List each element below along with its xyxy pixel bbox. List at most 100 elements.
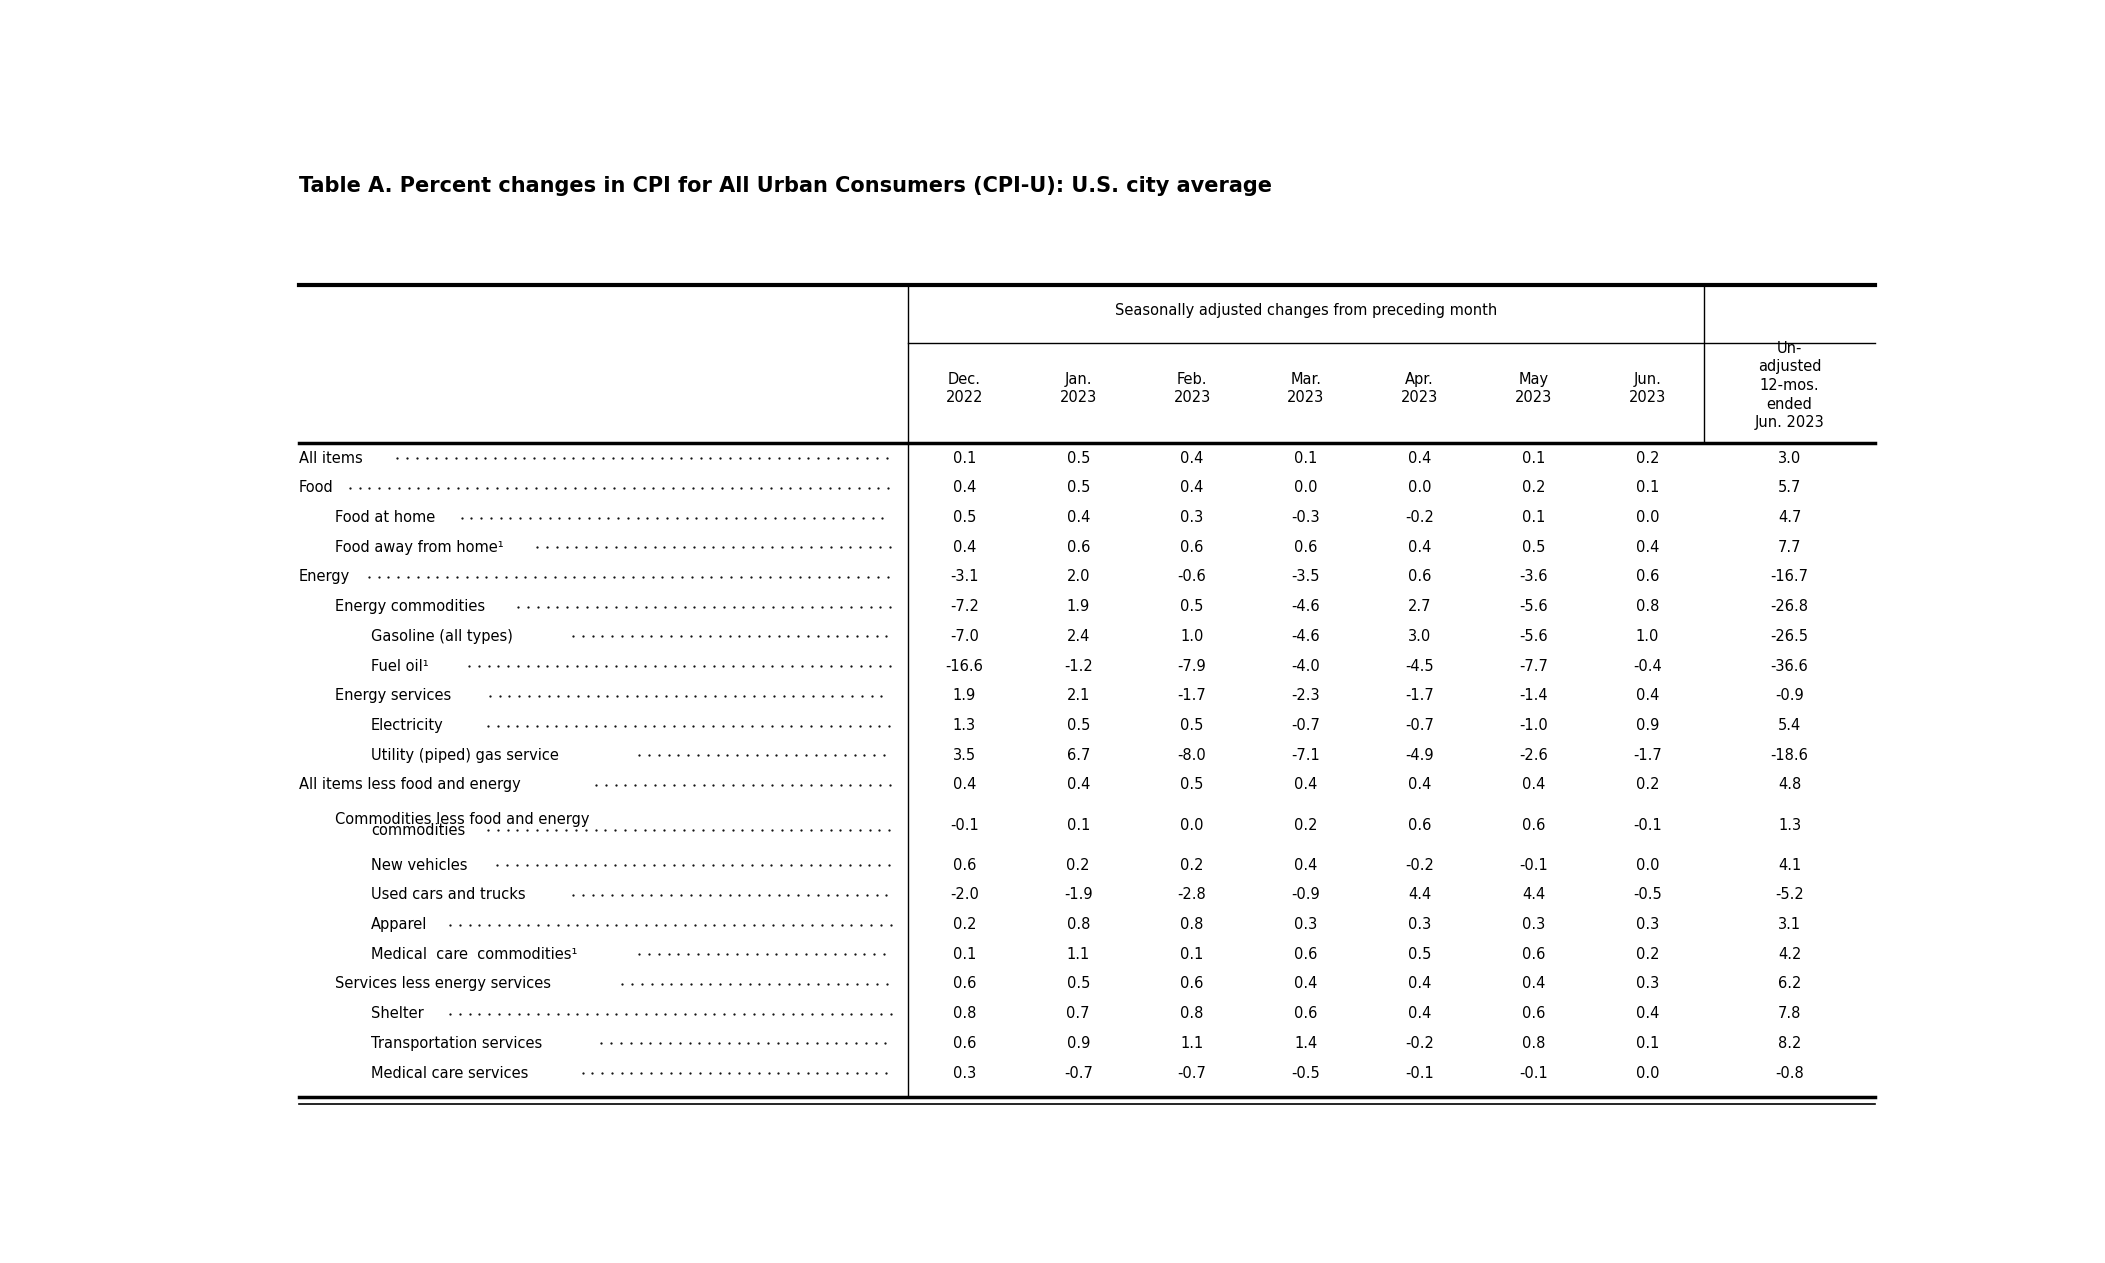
Text: 0.1: 0.1 <box>1636 1036 1659 1051</box>
Text: 0.9: 0.9 <box>1067 1036 1090 1051</box>
Text: 0.4: 0.4 <box>1636 688 1659 703</box>
Text: -2.8: -2.8 <box>1177 888 1206 902</box>
Text: All items: All items <box>299 451 362 466</box>
Text: Apr.
2023: Apr. 2023 <box>1402 371 1438 405</box>
Text: -0.4: -0.4 <box>1633 658 1661 673</box>
Text: 0.8: 0.8 <box>1067 917 1090 932</box>
Text: 4.4: 4.4 <box>1408 888 1431 902</box>
Text: Table A. Percent changes in CPI for All Urban Consumers (CPI-U): U.S. city avera: Table A. Percent changes in CPI for All … <box>299 176 1271 196</box>
Text: 0.9: 0.9 <box>1636 719 1659 733</box>
Text: 0.5: 0.5 <box>1181 599 1204 614</box>
Text: -0.2: -0.2 <box>1406 858 1434 873</box>
Text: -7.1: -7.1 <box>1292 748 1320 763</box>
Text: 0.6: 0.6 <box>954 1036 977 1051</box>
Text: 4.1: 4.1 <box>1779 858 1802 873</box>
Text: -0.3: -0.3 <box>1292 510 1320 525</box>
Text: All items less food and energy: All items less food and energy <box>299 778 520 792</box>
Text: -7.2: -7.2 <box>949 599 979 614</box>
Text: 0.6: 0.6 <box>1067 539 1090 554</box>
Text: 0.2: 0.2 <box>1636 947 1659 961</box>
Text: Jan.
2023: Jan. 2023 <box>1059 371 1097 405</box>
Text: -3.6: -3.6 <box>1520 570 1547 585</box>
Text: -1.0: -1.0 <box>1520 719 1547 733</box>
Text: 0.6: 0.6 <box>1522 947 1545 961</box>
Text: 0.8: 0.8 <box>1636 599 1659 614</box>
Text: 5.7: 5.7 <box>1779 480 1802 495</box>
Text: 0.5: 0.5 <box>1181 719 1204 733</box>
Text: -3.5: -3.5 <box>1292 570 1320 585</box>
Text: Medical care services: Medical care services <box>370 1066 528 1081</box>
Text: 1.9: 1.9 <box>1067 599 1090 614</box>
Text: 2.1: 2.1 <box>1067 688 1090 703</box>
Text: 6.2: 6.2 <box>1779 976 1802 991</box>
Text: 0.1: 0.1 <box>954 451 977 466</box>
Text: 0.1: 0.1 <box>1181 947 1204 961</box>
Text: -1.7: -1.7 <box>1177 688 1206 703</box>
Text: -8.0: -8.0 <box>1177 748 1206 763</box>
Text: 0.6: 0.6 <box>1408 570 1431 585</box>
Text: -0.7: -0.7 <box>1063 1066 1092 1081</box>
Text: -0.7: -0.7 <box>1177 1066 1206 1081</box>
Text: 0.4: 0.4 <box>1408 1007 1431 1022</box>
Text: 0.2: 0.2 <box>954 917 977 932</box>
Text: 0.6: 0.6 <box>1522 817 1545 832</box>
Text: 0.4: 0.4 <box>954 778 977 792</box>
Text: -4.5: -4.5 <box>1406 658 1434 673</box>
Text: Un-
adjusted
12-mos.
ended
Jun. 2023: Un- adjusted 12-mos. ended Jun. 2023 <box>1756 341 1825 431</box>
Text: -7.7: -7.7 <box>1520 658 1547 673</box>
Text: Mar.
2023: Mar. 2023 <box>1288 371 1324 405</box>
Text: Gasoline (all types): Gasoline (all types) <box>370 629 514 644</box>
Text: 0.6: 0.6 <box>1295 947 1318 961</box>
Text: 0.5: 0.5 <box>1067 719 1090 733</box>
Text: 0.4: 0.4 <box>1636 539 1659 554</box>
Text: 0.4: 0.4 <box>1636 1007 1659 1022</box>
Text: -7.0: -7.0 <box>949 629 979 644</box>
Text: -26.5: -26.5 <box>1770 629 1808 644</box>
Text: -0.2: -0.2 <box>1406 510 1434 525</box>
Text: 0.4: 0.4 <box>1408 539 1431 554</box>
Text: 0.4: 0.4 <box>1181 451 1204 466</box>
Text: 0.0: 0.0 <box>1295 480 1318 495</box>
Text: 7.7: 7.7 <box>1779 539 1802 554</box>
Text: 0.5: 0.5 <box>1067 451 1090 466</box>
Text: 3.1: 3.1 <box>1779 917 1802 932</box>
Text: Used cars and trucks: Used cars and trucks <box>370 888 526 902</box>
Text: 0.4: 0.4 <box>954 539 977 554</box>
Text: 0.0: 0.0 <box>1636 510 1659 525</box>
Text: 0.0: 0.0 <box>1636 858 1659 873</box>
Text: 0.2: 0.2 <box>1067 858 1090 873</box>
Text: 0.1: 0.1 <box>954 947 977 961</box>
Text: -0.7: -0.7 <box>1292 719 1320 733</box>
Text: 0.4: 0.4 <box>1067 778 1090 792</box>
Text: Jun.
2023: Jun. 2023 <box>1629 371 1665 405</box>
Text: 0.4: 0.4 <box>954 480 977 495</box>
Text: -0.8: -0.8 <box>1775 1066 1804 1081</box>
Text: Food at home: Food at home <box>335 510 436 525</box>
Text: 0.5: 0.5 <box>954 510 977 525</box>
Text: 0.8: 0.8 <box>954 1007 977 1022</box>
Text: -26.8: -26.8 <box>1770 599 1808 614</box>
Text: Utility (piped) gas service: Utility (piped) gas service <box>370 748 558 763</box>
Text: -0.1: -0.1 <box>1406 1066 1434 1081</box>
Text: -4.6: -4.6 <box>1292 629 1320 644</box>
Text: Electricity: Electricity <box>370 719 444 733</box>
Text: 0.4: 0.4 <box>1181 480 1204 495</box>
Text: -0.1: -0.1 <box>949 817 979 832</box>
Text: New vehicles: New vehicles <box>370 858 467 873</box>
Text: -0.9: -0.9 <box>1292 888 1320 902</box>
Text: 0.4: 0.4 <box>1067 510 1090 525</box>
Text: May
2023: May 2023 <box>1516 371 1551 405</box>
Text: -5.6: -5.6 <box>1520 599 1547 614</box>
Text: 3.0: 3.0 <box>1408 629 1431 644</box>
Text: 0.1: 0.1 <box>1636 480 1659 495</box>
Text: Shelter: Shelter <box>370 1007 423 1022</box>
Text: 0.3: 0.3 <box>1295 917 1318 932</box>
Text: 0.6: 0.6 <box>1636 570 1659 585</box>
Text: -2.0: -2.0 <box>949 888 979 902</box>
Text: 0.1: 0.1 <box>1522 451 1545 466</box>
Text: 2.0: 2.0 <box>1067 570 1090 585</box>
Text: Seasonally adjusted changes from preceding month: Seasonally adjusted changes from precedi… <box>1116 303 1497 317</box>
Text: Food: Food <box>299 480 335 495</box>
Text: 0.4: 0.4 <box>1522 778 1545 792</box>
Text: Energy: Energy <box>299 570 349 585</box>
